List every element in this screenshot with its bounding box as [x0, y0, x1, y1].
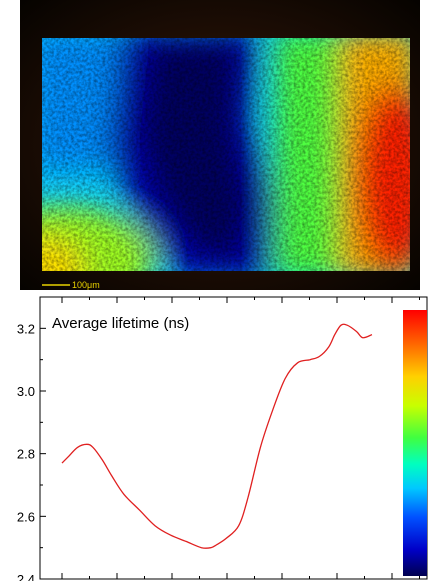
lifetime-chart: Average lifetime (ns) 2.4 2.6 2.8 3.0 3.2	[17, 296, 428, 581]
colorbar	[403, 310, 427, 576]
series-line-average-lifetime	[61, 323, 373, 549]
lifetime-micrograph: 100μm	[20, 0, 420, 290]
chart-annotation: Average lifetime (ns)	[52, 315, 189, 332]
y-tick-label: 2.4	[17, 572, 35, 581]
y-tick-label: 3.0	[17, 384, 35, 399]
y-axis: 2.4 2.6 2.8 3.0 3.2	[17, 321, 46, 581]
scale-bar-label: 100μm	[72, 280, 100, 290]
plot-frame	[39, 296, 428, 580]
lifetime-map	[42, 38, 410, 271]
y-tick-label: 3.2	[17, 321, 35, 336]
y-tick-label: 2.6	[17, 509, 35, 524]
x-axis	[61, 297, 420, 579]
y-tick-label: 2.8	[17, 447, 35, 462]
